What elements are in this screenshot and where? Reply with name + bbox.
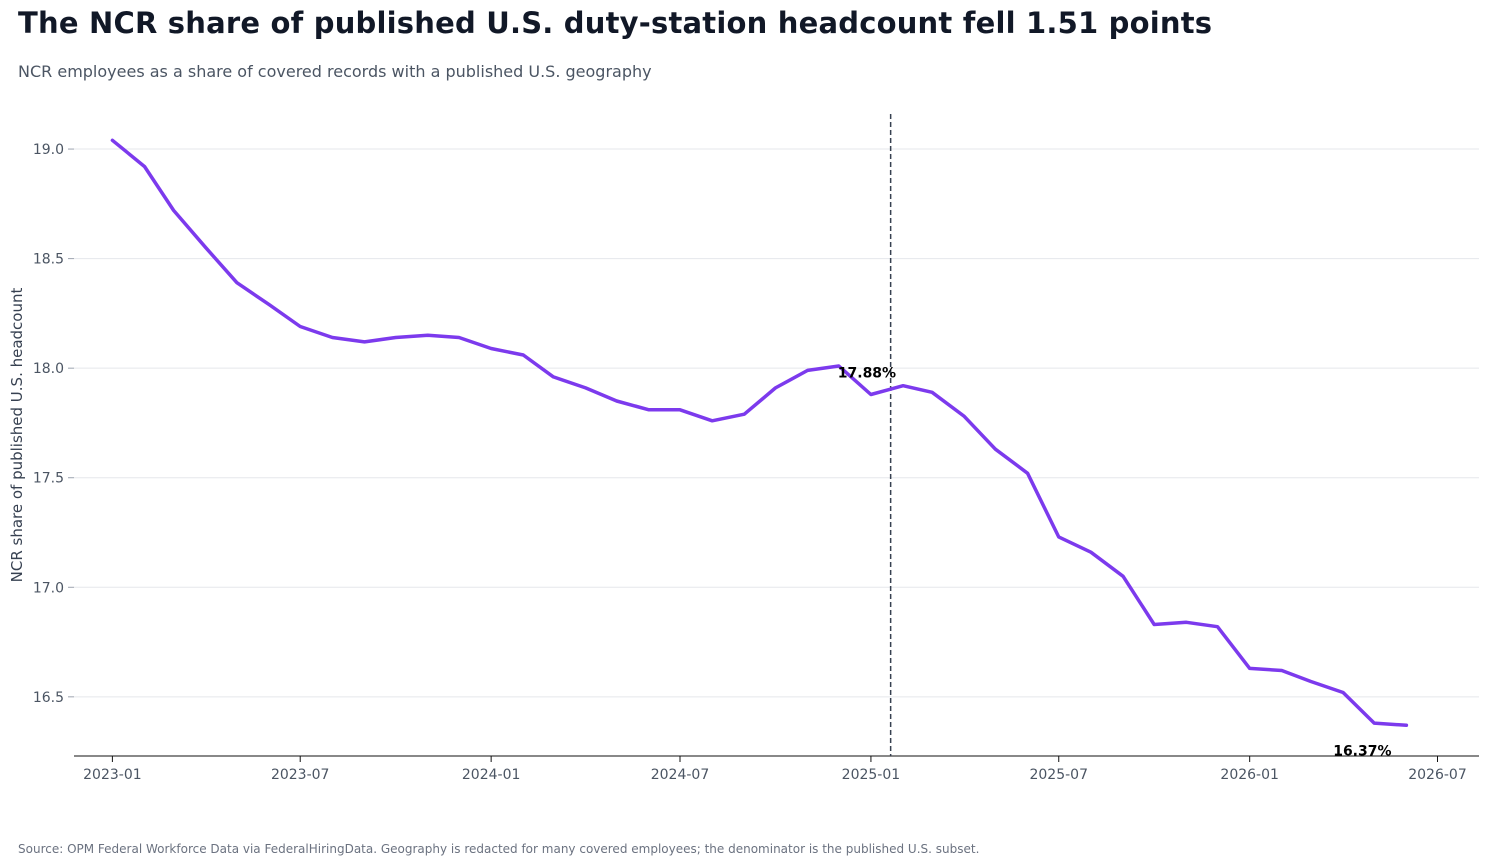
y-axis: 16.5 17.0 17.5 18.0 18.5 19.0 [33,142,74,706]
x-tick-label: 2025-01 [842,767,901,783]
y-axis-title: NCR share of published U.S. headcount [8,288,26,583]
y-tick-label: 17.0 [33,580,64,596]
y-tick-label: 19.0 [33,142,64,158]
x-tick-label: 2026-07 [1408,767,1467,783]
chart-title: The NCR share of published U.S. duty-sta… [18,6,1213,40]
annotation-layer: 17.88% 16.37% [838,365,1392,759]
series-layer [110,138,1409,728]
x-tick-label: 2025-07 [1029,767,1088,783]
x-tick-label: 2026-01 [1220,767,1279,783]
y-tick-label: 18.0 [33,361,64,377]
x-tick-label: 2024-07 [651,767,710,783]
x-tick-label: 2023-07 [271,767,330,783]
y-tick-label: 17.5 [33,471,64,487]
data-label: 17.88% [838,365,896,381]
series-line [110,138,1409,728]
y-tick-label: 18.5 [33,252,64,268]
chart-subtitle: NCR employees as a share of covered reco… [18,62,652,81]
gridlines [74,148,1479,698]
x-tick-label: 2023-01 [83,767,142,783]
x-axis: 2023-01 2023-07 2024-01 2024-07 2025-01 2025-… [74,755,1479,783]
source-note: Source: OPM Federal Workforce Data via F… [18,842,980,856]
y-tick-label: 16.5 [33,690,64,706]
x-tick-label: 2024-01 [462,767,521,783]
data-label: 16.37% [1333,743,1391,759]
